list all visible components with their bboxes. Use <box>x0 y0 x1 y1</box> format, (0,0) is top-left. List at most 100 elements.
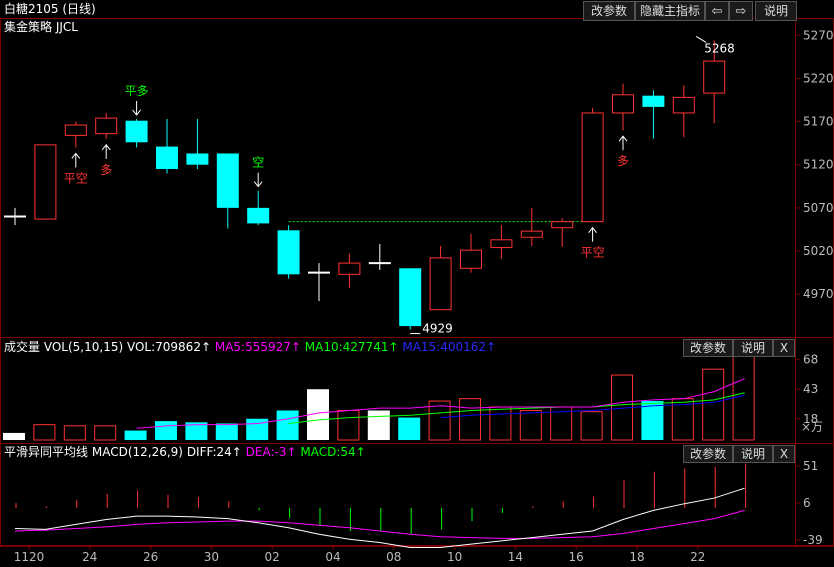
price-tick-label: 5170 <box>803 115 834 129</box>
arrow-left-icon: ⇦ <box>711 4 723 19</box>
edit-params-button[interactable]: 改参数 <box>583 1 635 21</box>
candle <box>642 90 665 139</box>
candle <box>338 253 361 289</box>
candle <box>672 85 695 138</box>
vol-ma15-line <box>440 394 745 419</box>
vol-header: 成交量 VOL(5,10,15) VOL:709862↑ MA5:555927↑… <box>4 340 496 354</box>
candle-body <box>399 268 422 327</box>
candle <box>551 218 574 247</box>
candle-body <box>551 221 574 229</box>
high-marker-line <box>695 36 707 43</box>
vol-help-button[interactable]: 说明 <box>733 339 773 357</box>
candle-body <box>186 153 209 165</box>
candle <box>125 118 148 148</box>
vol-tick-label: 43 <box>803 382 818 396</box>
volume-bar <box>337 409 360 441</box>
candle <box>612 83 634 131</box>
time-tick-label: 30 <box>204 550 219 564</box>
vol-indicator: VOL(5,10,15) <box>43 340 124 354</box>
vol-ma15: MA15:400162↑ <box>402 340 497 354</box>
vol-ma10-line <box>288 392 745 424</box>
high-price-label: 5268 <box>704 41 735 55</box>
volume-bar <box>398 417 421 440</box>
candle-body <box>612 94 634 114</box>
prev-button[interactable]: ⇦ <box>705 1 729 21</box>
volume-bar <box>702 368 725 441</box>
macd-params-button[interactable]: 改参数 <box>683 445 733 463</box>
candle-body <box>642 95 665 107</box>
volume-bar <box>732 355 755 441</box>
time-tick-label: 22 <box>690 550 705 564</box>
macd-close-button[interactable]: X <box>773 445 795 463</box>
volume-bar <box>63 425 86 441</box>
candle <box>581 107 604 223</box>
volume-bar <box>489 406 512 441</box>
macd-diff: DIFF:24↑ <box>186 445 242 459</box>
low-price-label: 4929 <box>422 322 453 336</box>
signal-arrow-up-icon <box>588 226 597 242</box>
candle-body <box>216 153 239 208</box>
volume-bar <box>307 389 329 440</box>
time-tick-label: 26 <box>143 550 158 564</box>
candle-body <box>703 60 726 94</box>
volume-bar <box>185 422 208 440</box>
volume-bar <box>580 411 603 441</box>
strategy-label: 集金策略 JJCL <box>4 20 78 34</box>
signal-label: 平空 <box>64 171 88 185</box>
signal-arrow-up-icon <box>101 144 111 159</box>
candle-body <box>277 230 300 275</box>
candle <box>34 144 57 220</box>
time-tick-label: 08 <box>386 550 401 564</box>
candle-body <box>520 230 543 238</box>
next-button[interactable]: ⇨ <box>729 1 753 21</box>
vol-params-button[interactable]: 改参数 <box>683 339 733 357</box>
candle <box>4 207 26 226</box>
volume-bar <box>155 421 177 440</box>
macd-tick-label: -39 <box>803 533 823 547</box>
macd-diff-line <box>14 487 745 548</box>
volume-bar <box>459 398 481 441</box>
time-tick-label: 16 <box>569 550 584 564</box>
macd-help-button[interactable]: 说明 <box>733 445 773 463</box>
vol-unit-label: ×万 <box>801 420 823 434</box>
candle-body <box>338 262 361 275</box>
volume-bar <box>428 400 451 441</box>
signal-label: 平空 <box>581 246 605 260</box>
candle-body <box>34 144 57 220</box>
candle-body <box>64 124 87 136</box>
candle <box>399 268 422 330</box>
candle-body <box>672 96 695 114</box>
price-tick-label: 5070 <box>803 201 834 215</box>
candle-body <box>156 146 178 170</box>
volume-bar <box>641 401 664 440</box>
candle-body <box>429 257 452 311</box>
candle-body <box>581 112 604 223</box>
arrow-right-icon: ⇨ <box>735 4 747 19</box>
hide-main-indicator-button[interactable]: 隐藏主指标 <box>635 1 705 21</box>
volume-bar <box>94 425 117 441</box>
candle <box>520 207 543 246</box>
macd-header: 平滑异同平均线 MACD(12,26,9) DIFF:24↑ DEA:-3↑ M… <box>4 445 366 459</box>
time-tick-label: 02 <box>265 550 280 564</box>
macd-tick-label: 51 <box>803 459 818 473</box>
vol-tick-label: 68 <box>803 353 818 367</box>
vol-ma5: MA5:555927↑ <box>214 340 301 354</box>
vol-ma10: MA10:427741↑ <box>304 340 399 354</box>
signal-label: 平多 <box>125 84 149 98</box>
vol-close-button[interactable]: X <box>773 339 795 357</box>
time-tick-label: 10 <box>447 550 462 564</box>
time-tick-label: 14 <box>508 550 523 564</box>
help-button[interactable]: 说明 <box>755 1 797 21</box>
price-tick-label: 4970 <box>803 287 834 301</box>
candle <box>95 112 118 139</box>
macd-value: MACD:54↑ <box>300 445 366 459</box>
candle <box>156 118 178 174</box>
price-tick-label: 5120 <box>803 158 834 172</box>
candle <box>368 244 391 270</box>
candle <box>703 40 726 124</box>
candle <box>64 121 87 148</box>
signal-label: 空 <box>252 156 264 170</box>
macd-title: 平滑异同平均线 <box>4 445 89 459</box>
candle <box>308 263 330 302</box>
